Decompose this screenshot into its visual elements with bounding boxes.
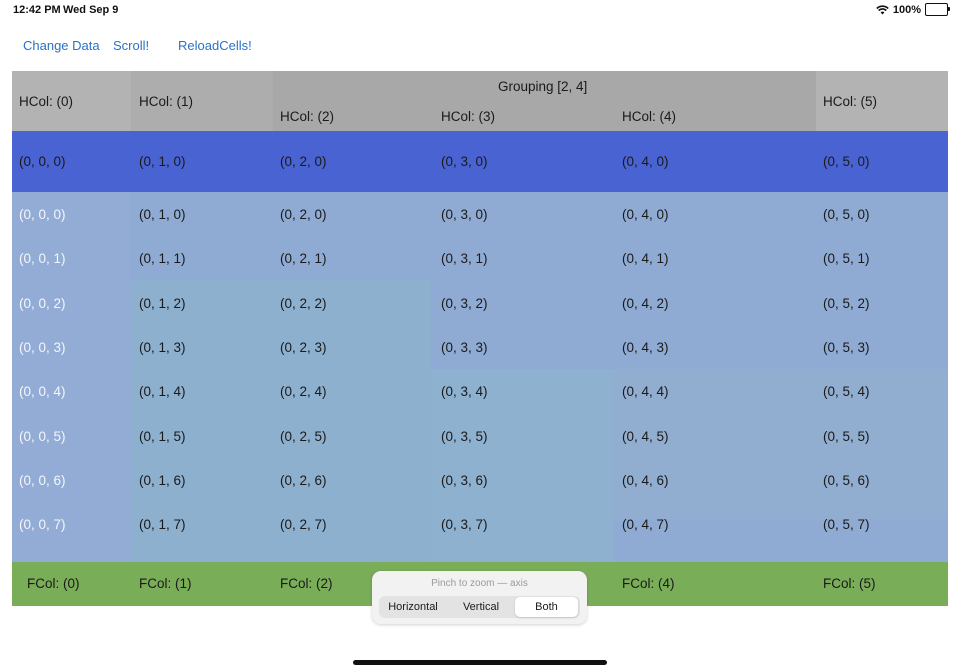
table-cell[interactable]: (0, 2, 0) [280,154,327,169]
segment-vertical[interactable]: Vertical [462,601,500,613]
table-cell[interactable]: (0, 4, 2) [622,295,669,311]
table-cell[interactable]: (0, 5, 7) [823,517,870,533]
table-cell[interactable]: (0, 2, 6) [280,472,327,488]
zoom-axis-segmented-control: Horizontal Vertical Both [379,596,580,618]
zoom-axis-panel: Pinch to zoom — axis Horizontal Vertical… [372,571,587,624]
table-cell[interactable]: (0, 5, 1) [823,251,870,267]
table-cell[interactable]: (0, 3, 6) [441,472,488,488]
table-cell[interactable]: (0, 1, 3) [139,339,186,355]
header-col-2[interactable]: HCol: (2) [280,109,335,124]
table-cell[interactable]: (0, 5, 2) [823,295,870,311]
table-cell[interactable]: (0, 1, 0) [139,207,186,222]
selected-row[interactable]: (0, 0, 0) (0, 1, 0) (0, 2, 0) (0, 3, 0) … [12,131,948,192]
footer-col-4[interactable]: FCol: (4) [622,576,675,591]
table-cell[interactable]: (0, 0, 1) [19,251,66,267]
table-cell[interactable]: (0, 4, 7) [622,517,669,533]
table-body: (0, 0, 0) (0, 1, 0) (0, 2, 0) (0, 3, 0) (0, … [12,192,948,563]
table-cell[interactable]: (0, 0, 6) [19,472,66,488]
column-band [12,192,131,563]
reload-cells-button[interactable]: ReloadCells! [178,38,252,53]
header-texture [816,71,948,131]
zoom-axis-label: Pinch to zoom — axis [431,578,528,589]
segment-horizontal[interactable]: Horizontal [388,601,438,613]
table-cell[interactable]: (0, 0, 0) [19,154,66,169]
home-indicator[interactable] [353,660,607,665]
column-band [131,280,431,563]
segment-both[interactable]: Both [515,597,578,617]
status-time: 12:42 PM [13,4,61,16]
table-cell[interactable]: (0, 0, 3) [19,339,66,355]
table-cell[interactable]: (0, 1, 1) [139,251,186,267]
table-cell[interactable]: (0, 3, 0) [441,154,488,169]
table-cell[interactable]: (0, 1, 7) [139,517,186,533]
table-cell[interactable]: (0, 4, 6) [622,472,669,488]
table-cell[interactable]: (0, 2, 1) [280,251,327,267]
header-texture [12,71,131,131]
table-cell[interactable]: (0, 5, 4) [823,384,870,400]
table-cell[interactable]: (0, 3, 3) [441,339,488,355]
column-band [614,369,948,519]
table-cell[interactable]: (0, 3, 4) [441,384,488,400]
footer-col-2[interactable]: FCol: (2) [280,576,333,591]
table-cell[interactable]: (0, 2, 4) [280,384,327,400]
group-header[interactable]: Grouping [2, 4] [498,79,588,94]
column-band [431,369,614,563]
table-cell[interactable]: (0, 2, 3) [280,339,327,355]
table-cell[interactable]: (0, 4, 0) [622,154,669,169]
table-cell[interactable]: (0, 1, 4) [139,384,186,400]
table-cell[interactable]: (0, 4, 4) [622,384,669,400]
table-cell[interactable]: (0, 3, 7) [441,517,488,533]
battery-percent: 100% [892,3,921,16]
status-date: Wed Sep 9 [63,4,119,16]
table-cell[interactable]: (0, 2, 2) [280,295,327,311]
table-cell[interactable]: (0, 1, 2) [139,295,186,311]
status-bar: 12:42 PM Wed Sep 9 100% [0,0,960,20]
table-cell[interactable]: (0, 4, 5) [622,428,669,444]
table-cell[interactable]: (0, 5, 5) [823,428,870,444]
table-cell[interactable]: (0, 5, 3) [823,339,870,355]
table-cell[interactable]: (0, 5, 0) [823,154,870,169]
footer-col-0[interactable]: FCol: (0) [27,576,80,591]
table-cell[interactable]: (0, 3, 5) [441,428,488,444]
spreadsheet-grid[interactable]: HCol: (0) HCol: (1) Grouping [2, 4] HCol… [12,71,948,606]
table-cell[interactable]: (0, 0, 7) [19,517,66,533]
table-cell[interactable]: (0, 0, 2) [19,295,66,311]
table-cell[interactable]: (0, 1, 6) [139,472,186,488]
table-cell[interactable]: (0, 4, 3) [622,339,669,355]
scroll-button[interactable]: Scroll! [113,38,150,53]
header-col-5[interactable]: HCol: (5) [823,94,878,109]
table-cell[interactable]: (0, 1, 5) [139,428,186,444]
footer-col-5[interactable]: FCol: (5) [823,576,876,591]
table-cell[interactable]: (0, 4, 1) [622,251,669,267]
battery-icon [925,3,950,16]
table-cell[interactable]: (0, 3, 0) [441,207,488,222]
table-cell[interactable]: (0, 3, 2) [441,295,488,311]
table-cell[interactable]: (0, 0, 0) [19,207,66,222]
header-col-1[interactable]: HCol: (1) [139,94,194,109]
status-right: 100% [876,3,950,16]
table-cell[interactable]: (0, 5, 0) [823,207,870,222]
table-cell[interactable]: (0, 5, 6) [823,472,870,488]
header-col-0[interactable]: HCol: (0) [19,94,74,109]
table-cell[interactable]: (0, 2, 0) [280,207,327,222]
wifi-icon [876,4,889,14]
table-cell[interactable]: (0, 3, 1) [441,251,488,267]
footer-col-1[interactable]: FCol: (1) [139,576,192,591]
table-cell[interactable]: (0, 2, 7) [280,517,327,533]
header-col-3[interactable]: HCol: (3) [441,109,496,124]
header-col-4[interactable]: HCol: (4) [622,109,677,124]
header-row: HCol: (0) HCol: (1) Grouping [2, 4] HCol… [12,71,948,131]
table-cell[interactable]: (0, 4, 0) [622,207,669,222]
table-cell[interactable]: (0, 0, 5) [19,428,66,444]
table-cell[interactable]: (0, 1, 0) [139,154,186,169]
table-cell[interactable]: (0, 2, 5) [280,428,327,444]
table-cell[interactable]: (0, 0, 4) [19,384,66,400]
header-texture [131,71,273,131]
change-data-button[interactable]: Change Data [23,38,100,53]
